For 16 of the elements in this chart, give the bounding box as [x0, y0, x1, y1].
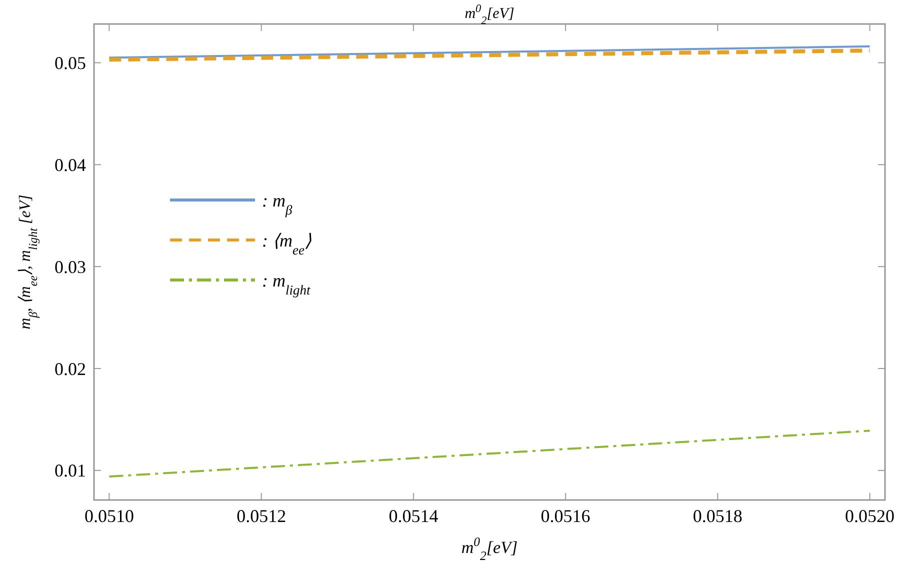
y-tick-label: 0.05: [54, 53, 86, 74]
x-tick-label: 0.0518: [692, 506, 742, 526]
x-tick-label: 0.0520: [845, 506, 895, 526]
legend-label: : m$_{light}$: [262, 270, 312, 297]
x2-axis-title: m$^{0}$$_{2}$[eV]: [464, 3, 514, 27]
x-tick-label: 0.0510: [84, 506, 134, 526]
y-tick-label: 0.04: [54, 154, 86, 175]
legend-label: : m$_{β}$: [262, 190, 292, 217]
legend-label: : ⟨m$_{ee}$⟩: [262, 230, 312, 257]
x-tick-label: 0.0512: [236, 506, 286, 526]
x-axis-title: m$^{0}$$_{2}$[eV]: [461, 535, 518, 563]
x-tick-label: 0.0516: [540, 506, 590, 526]
y-tick-label: 0.03: [54, 256, 86, 277]
y-tick-label: 0.02: [54, 358, 86, 379]
x-tick-label: 0.0514: [388, 506, 438, 526]
y-tick-label: 0.01: [54, 460, 86, 481]
